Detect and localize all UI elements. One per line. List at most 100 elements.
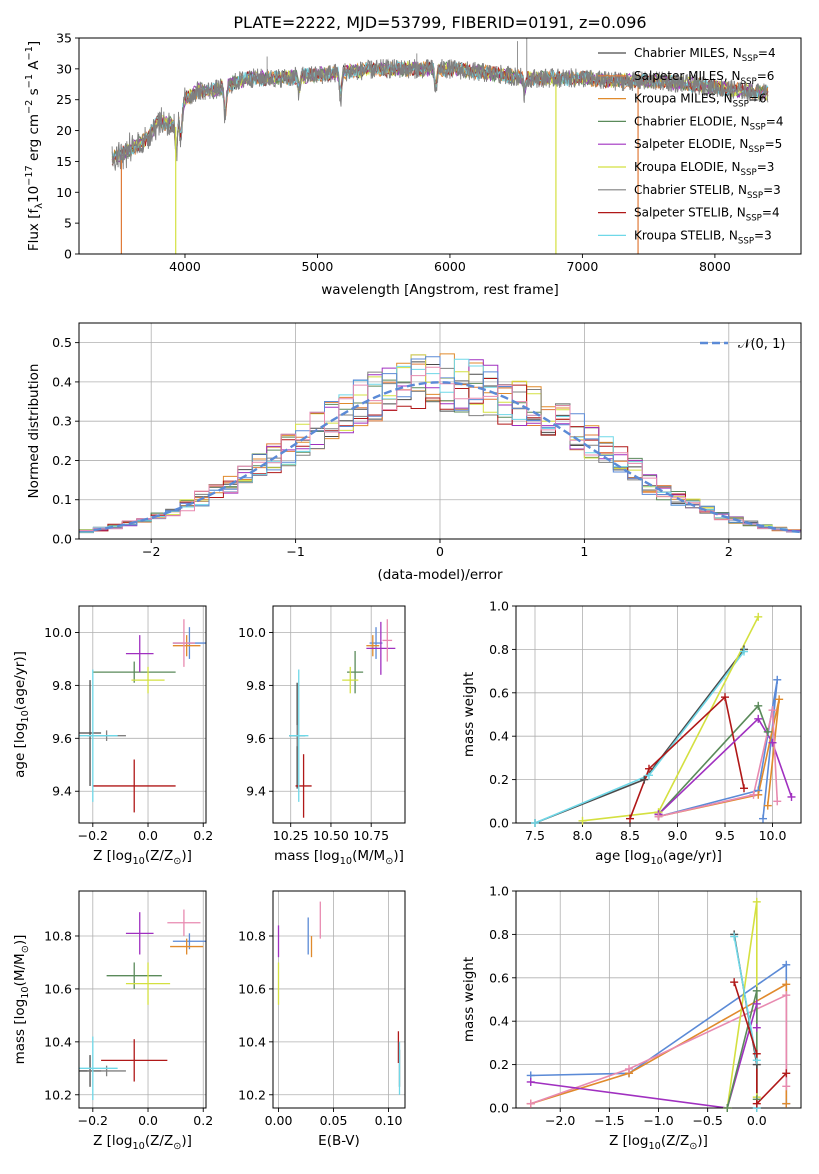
label-part: mass [log: [274, 848, 340, 864]
legend-label: Chabrier MILES, NSSP=4: [634, 46, 776, 64]
weight-line: [629, 695, 745, 819]
x-tick-label: −2: [142, 544, 160, 559]
label-part: =5: [765, 137, 783, 151]
plot-area: [79, 619, 206, 813]
legend-label: Kroupa STELIB, NSSP=3: [634, 228, 772, 246]
label-part: Kroupa MILES, N: [634, 92, 733, 106]
legend-label: Salpeter ELODIE, NSSP=5: [634, 137, 782, 155]
label-part: /: [675, 1133, 680, 1149]
panel-mass-vs-Z: −0.2 0.0 0.210.210.410.610.8Z [log10(Z/Z⊙)…: [12, 890, 213, 1152]
y-tick-label: 0.2: [52, 453, 72, 468]
y-tick-label: 10.8: [238, 928, 266, 943]
y-tick-label: 0.6: [489, 970, 509, 985]
label-part: (0, 1): [750, 337, 785, 352]
x-tick-label: 6000: [434, 259, 466, 274]
weight-line: [657, 717, 793, 815]
label-part: 10: [340, 856, 352, 867]
axes-frame: [515, 890, 802, 1109]
label-part: Chabrier STELIB, N: [634, 183, 747, 197]
y-axis-label: age [log10(age/yr)]: [12, 651, 31, 778]
label-part: 10: [132, 1141, 144, 1152]
x-tick-label: −0.2: [78, 1113, 108, 1128]
x-axis-label: Z [log10(Z/Z⊙)]: [93, 1133, 192, 1152]
plot-area: [79, 353, 801, 539]
legend-label: Chabrier ELODIE, NSSP=4: [634, 114, 783, 132]
spectrum-data: [111, 58, 769, 171]
panel-mass-weight-vs-Z: −2.0 −1.5 −1.0 −0.5 0.0 0.0 0.2 0.4 0.6 0.8 1.0 Z […: [461, 884, 802, 1152]
x-tick-label: 7000: [567, 259, 599, 274]
x-axis-label: (data-model)/error: [377, 567, 503, 583]
label-part: (: [661, 1133, 666, 1149]
weight-line: [534, 651, 745, 823]
x-tick-label: 0.0: [747, 1113, 767, 1128]
label-part: Chabrier ELODIE, N: [634, 114, 750, 128]
x-axis-label: Z [log10(Z/Z⊙)]: [609, 1133, 708, 1152]
weight-line: [733, 936, 758, 1108]
y-tick-label: 0.2: [489, 772, 509, 787]
y-tick-label: 10.8: [44, 928, 72, 943]
x-tick-label: 0.0: [138, 828, 158, 843]
x-tick-label: 0: [436, 544, 444, 559]
label-part: Salpeter STELIB, N: [634, 206, 746, 220]
y-tick-label: 30: [56, 61, 72, 76]
x-axis-label: age [log10(age/yr)]: [595, 848, 722, 867]
y-tick-label: 25: [56, 92, 72, 107]
label-part: )]: [393, 848, 404, 864]
label-part: ⊙: [20, 945, 31, 953]
label-part: /: [159, 848, 164, 864]
panel-age-vs-Z: −0.2 0.0 0.29.49.69.810.0Z [log10(Z/Z⊙)]ag…: [12, 605, 213, 867]
label-part: Z: [164, 848, 173, 864]
plot-area: [111, 38, 769, 254]
label-part: SSP: [750, 122, 766, 132]
axes-frame: [272, 890, 406, 1109]
label-part: )]: [181, 848, 192, 864]
weight-line: [582, 616, 759, 822]
label-part: 10: [648, 1141, 660, 1152]
label-part: Z [log: [609, 1133, 648, 1149]
y-tick-label: 10.4: [44, 1034, 72, 1049]
histogram-series: [79, 366, 801, 539]
y-tick-label: 9.6: [52, 731, 72, 746]
axes-frame: [515, 605, 802, 824]
x-tick-label: −1.0: [643, 1113, 673, 1128]
x-axis-label: E(B-V): [318, 1133, 360, 1149]
x-tick-label: 10.75: [353, 828, 389, 843]
label-part: SSP: [741, 168, 757, 178]
label-part: (age/yr)]: [663, 848, 722, 864]
y-tick-label: 9.4: [52, 784, 72, 799]
y-tick-label: 1.0: [489, 884, 509, 899]
y-tick-label: 0.4: [52, 374, 72, 389]
legend-label: Salpeter MILES, NSSP=6: [634, 69, 774, 87]
y-tick-label: 20: [56, 123, 72, 138]
label-part: erg cm: [26, 114, 42, 165]
label-part: Z: [164, 1133, 173, 1149]
y-tick-label: 9.8: [52, 678, 72, 693]
x-tick-label: −2.0: [545, 1113, 575, 1128]
y-tick-label: 0.8: [489, 927, 509, 942]
x-tick-label: −0.5: [692, 1113, 722, 1128]
y-axis-label: Flux [fλ10−17 erg cm−2 s−1 A−1]: [24, 41, 45, 251]
label-part: E(B-V): [318, 1133, 360, 1149]
y-tick-label: 0.1: [52, 492, 72, 507]
y-tick-label: 0.4: [489, 1014, 509, 1029]
legend-label: 𝒩(0, 1): [738, 337, 785, 352]
y-tick-label: 10.0: [238, 625, 266, 640]
weight-line: [658, 710, 779, 818]
x-axis-label: mass [log10(M/M⊙)]: [274, 848, 404, 867]
x-tick-label: 0.0: [138, 1113, 158, 1128]
y-tick-label: 10.4: [238, 1034, 266, 1049]
y-tick-label: 35: [56, 31, 72, 46]
label-part: ⊙: [689, 1141, 697, 1152]
x-tick-label: −1: [286, 544, 304, 559]
x-tick-label: 4000: [169, 259, 201, 274]
plot-area: [277, 901, 401, 1095]
label-part: Z: [150, 848, 159, 864]
x-tick-label: 10.50: [313, 828, 349, 843]
plot-area: [289, 619, 396, 818]
y-axis-label: Normed distribution: [26, 364, 42, 499]
label-part: =3: [754, 228, 772, 242]
plot-area: [79, 909, 206, 1101]
x-tick-label: 0.00: [265, 1113, 293, 1128]
label-part: f: [26, 208, 42, 214]
